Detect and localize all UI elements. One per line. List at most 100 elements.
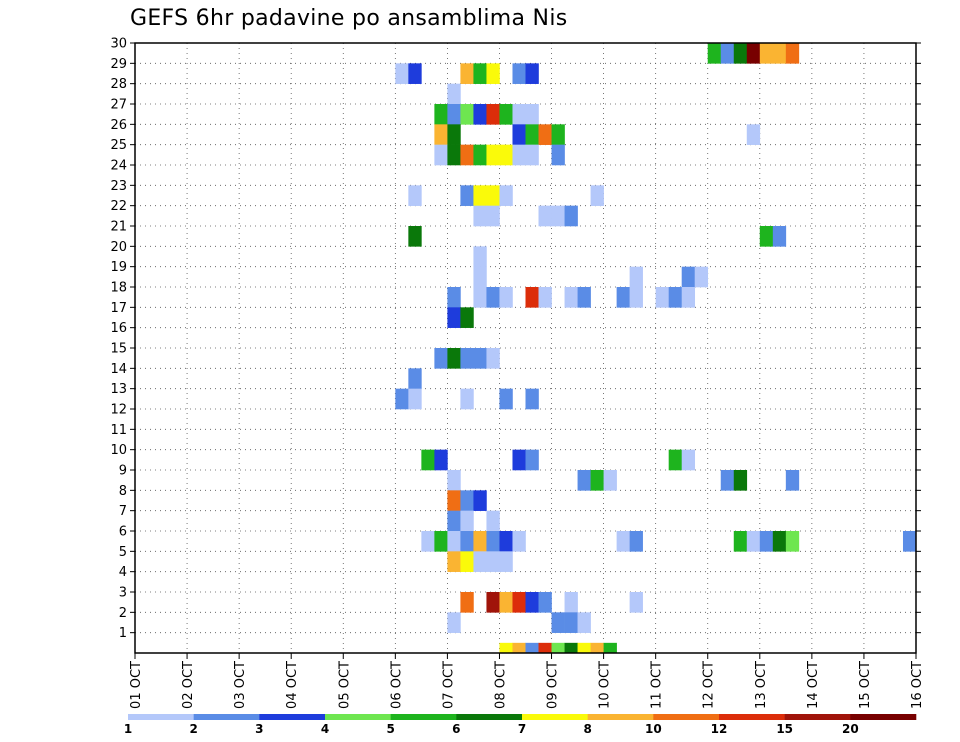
y-tick-label: 16 bbox=[110, 321, 127, 336]
heatmap-cell bbox=[460, 531, 474, 552]
heatmap-cell bbox=[551, 124, 565, 145]
heatmap-cell bbox=[434, 144, 448, 166]
heatmap-cell bbox=[720, 470, 735, 491]
y-tick-label: 10 bbox=[110, 443, 127, 458]
chart-title: GEFS 6hr padavine po ansamblima Nis bbox=[130, 6, 568, 31]
heatmap-cell bbox=[460, 388, 474, 410]
legend-swatch bbox=[587, 714, 654, 720]
heatmap-cell bbox=[772, 43, 787, 64]
heatmap-cell bbox=[486, 104, 500, 125]
heatmap-cell bbox=[746, 531, 761, 552]
heatmap-cell bbox=[785, 531, 800, 552]
heatmap-cell bbox=[486, 592, 500, 613]
heatmap-cell bbox=[408, 368, 422, 389]
y-tick-label: 19 bbox=[110, 260, 127, 275]
heatmap-cell bbox=[473, 144, 487, 166]
heatmap-cell bbox=[460, 510, 474, 532]
heatmap-cell bbox=[421, 449, 435, 471]
heatmap-cell bbox=[538, 287, 552, 308]
heatmap-cells bbox=[395, 43, 917, 654]
y-tick-label: 7 bbox=[119, 504, 127, 519]
heatmap-cell bbox=[538, 592, 552, 613]
y-tick-label: 21 bbox=[110, 220, 127, 235]
legend-swatch bbox=[653, 714, 720, 720]
legend-label: 6 bbox=[452, 722, 460, 736]
heatmap-cell bbox=[525, 144, 539, 166]
heatmap-cell bbox=[603, 642, 617, 654]
heatmap-cell bbox=[473, 266, 487, 288]
y-tick-label: 30 bbox=[110, 37, 127, 52]
heatmap-cell bbox=[564, 287, 578, 308]
heatmap-cell bbox=[499, 592, 513, 613]
heatmap-cell bbox=[473, 287, 487, 308]
heatmap-cell bbox=[551, 642, 565, 654]
heatmap-cell bbox=[447, 348, 461, 369]
legend-swatch bbox=[456, 714, 523, 720]
x-tick-label: 09 OCT bbox=[546, 661, 561, 709]
heatmap-cell bbox=[551, 612, 565, 633]
heatmap-cell bbox=[785, 470, 800, 491]
heatmap-cell bbox=[512, 104, 526, 125]
heatmap-cell bbox=[668, 287, 682, 308]
x-tick-label: 07 OCT bbox=[441, 661, 456, 709]
legend-label: 10 bbox=[645, 722, 662, 736]
heatmap-cell bbox=[473, 246, 487, 267]
heatmap-cell bbox=[616, 287, 630, 308]
heatmap-cell bbox=[395, 388, 409, 410]
legend-swatch bbox=[784, 714, 851, 720]
heatmap-cell bbox=[499, 642, 513, 654]
heatmap-cell bbox=[460, 592, 474, 613]
heatmap-cell bbox=[759, 531, 774, 552]
heatmap-cell bbox=[512, 144, 526, 166]
x-tick-label: 02 OCT bbox=[181, 661, 196, 709]
y-tick-label: 22 bbox=[110, 199, 127, 214]
heatmap-cell bbox=[590, 642, 604, 654]
heatmap-cell bbox=[746, 124, 761, 145]
heatmap-cell bbox=[447, 510, 461, 532]
heatmap-cell bbox=[551, 205, 565, 227]
x-tick-label: 14 OCT bbox=[806, 661, 821, 709]
heatmap-cell bbox=[616, 531, 630, 552]
heatmap-cell bbox=[460, 104, 474, 125]
heatmap-cell bbox=[460, 348, 474, 369]
heatmap-cell bbox=[473, 490, 487, 511]
x-tick-label: 08 OCT bbox=[493, 661, 508, 709]
y-axis: 1234567891011121314151617181920212223242… bbox=[110, 37, 921, 641]
heatmap-cell bbox=[512, 592, 526, 613]
legend-swatch bbox=[522, 714, 588, 720]
heatmap-cell bbox=[434, 104, 448, 125]
heatmap-cell bbox=[590, 470, 604, 491]
heatmap-cell bbox=[447, 307, 461, 328]
heatmap-cell bbox=[473, 185, 487, 206]
heatmap-cell bbox=[629, 266, 643, 288]
y-tick-label: 2 bbox=[119, 606, 127, 621]
y-tick-label: 1 bbox=[119, 626, 127, 641]
x-axis: 01 OCT 02 OCT 03 OCT 04 OCT 05 OCT 06 OCT 07 O… bbox=[129, 653, 925, 709]
heatmap-cell bbox=[772, 531, 787, 552]
heatmap-cell bbox=[499, 287, 513, 308]
heatmap-cell bbox=[603, 470, 617, 491]
heatmap-cell bbox=[655, 287, 669, 308]
heatmap-cell bbox=[460, 144, 474, 166]
heatmap-cell bbox=[525, 388, 539, 410]
heatmap-cell bbox=[525, 642, 539, 654]
heatmap-cell bbox=[460, 551, 474, 572]
y-tick-label: 11 bbox=[110, 423, 127, 438]
heatmap-cell bbox=[434, 449, 448, 471]
heatmap-cell bbox=[577, 287, 591, 308]
legend-label: 20 bbox=[842, 722, 859, 736]
heatmap-cell bbox=[538, 205, 552, 227]
x-tick-label: 06 OCT bbox=[389, 661, 404, 709]
heatmap-cell bbox=[447, 551, 461, 572]
heatmap-cell bbox=[577, 612, 591, 633]
y-tick-label: 12 bbox=[110, 403, 127, 418]
y-tick-label: 26 bbox=[110, 118, 127, 133]
heatmap-cell bbox=[499, 144, 513, 166]
y-tick-label: 9 bbox=[119, 464, 127, 479]
heatmap-cell bbox=[434, 531, 448, 552]
legend-swatch bbox=[193, 714, 260, 720]
legend-label: 15 bbox=[776, 722, 793, 736]
heatmap-cell bbox=[421, 531, 435, 552]
heatmap-cell bbox=[668, 449, 682, 471]
